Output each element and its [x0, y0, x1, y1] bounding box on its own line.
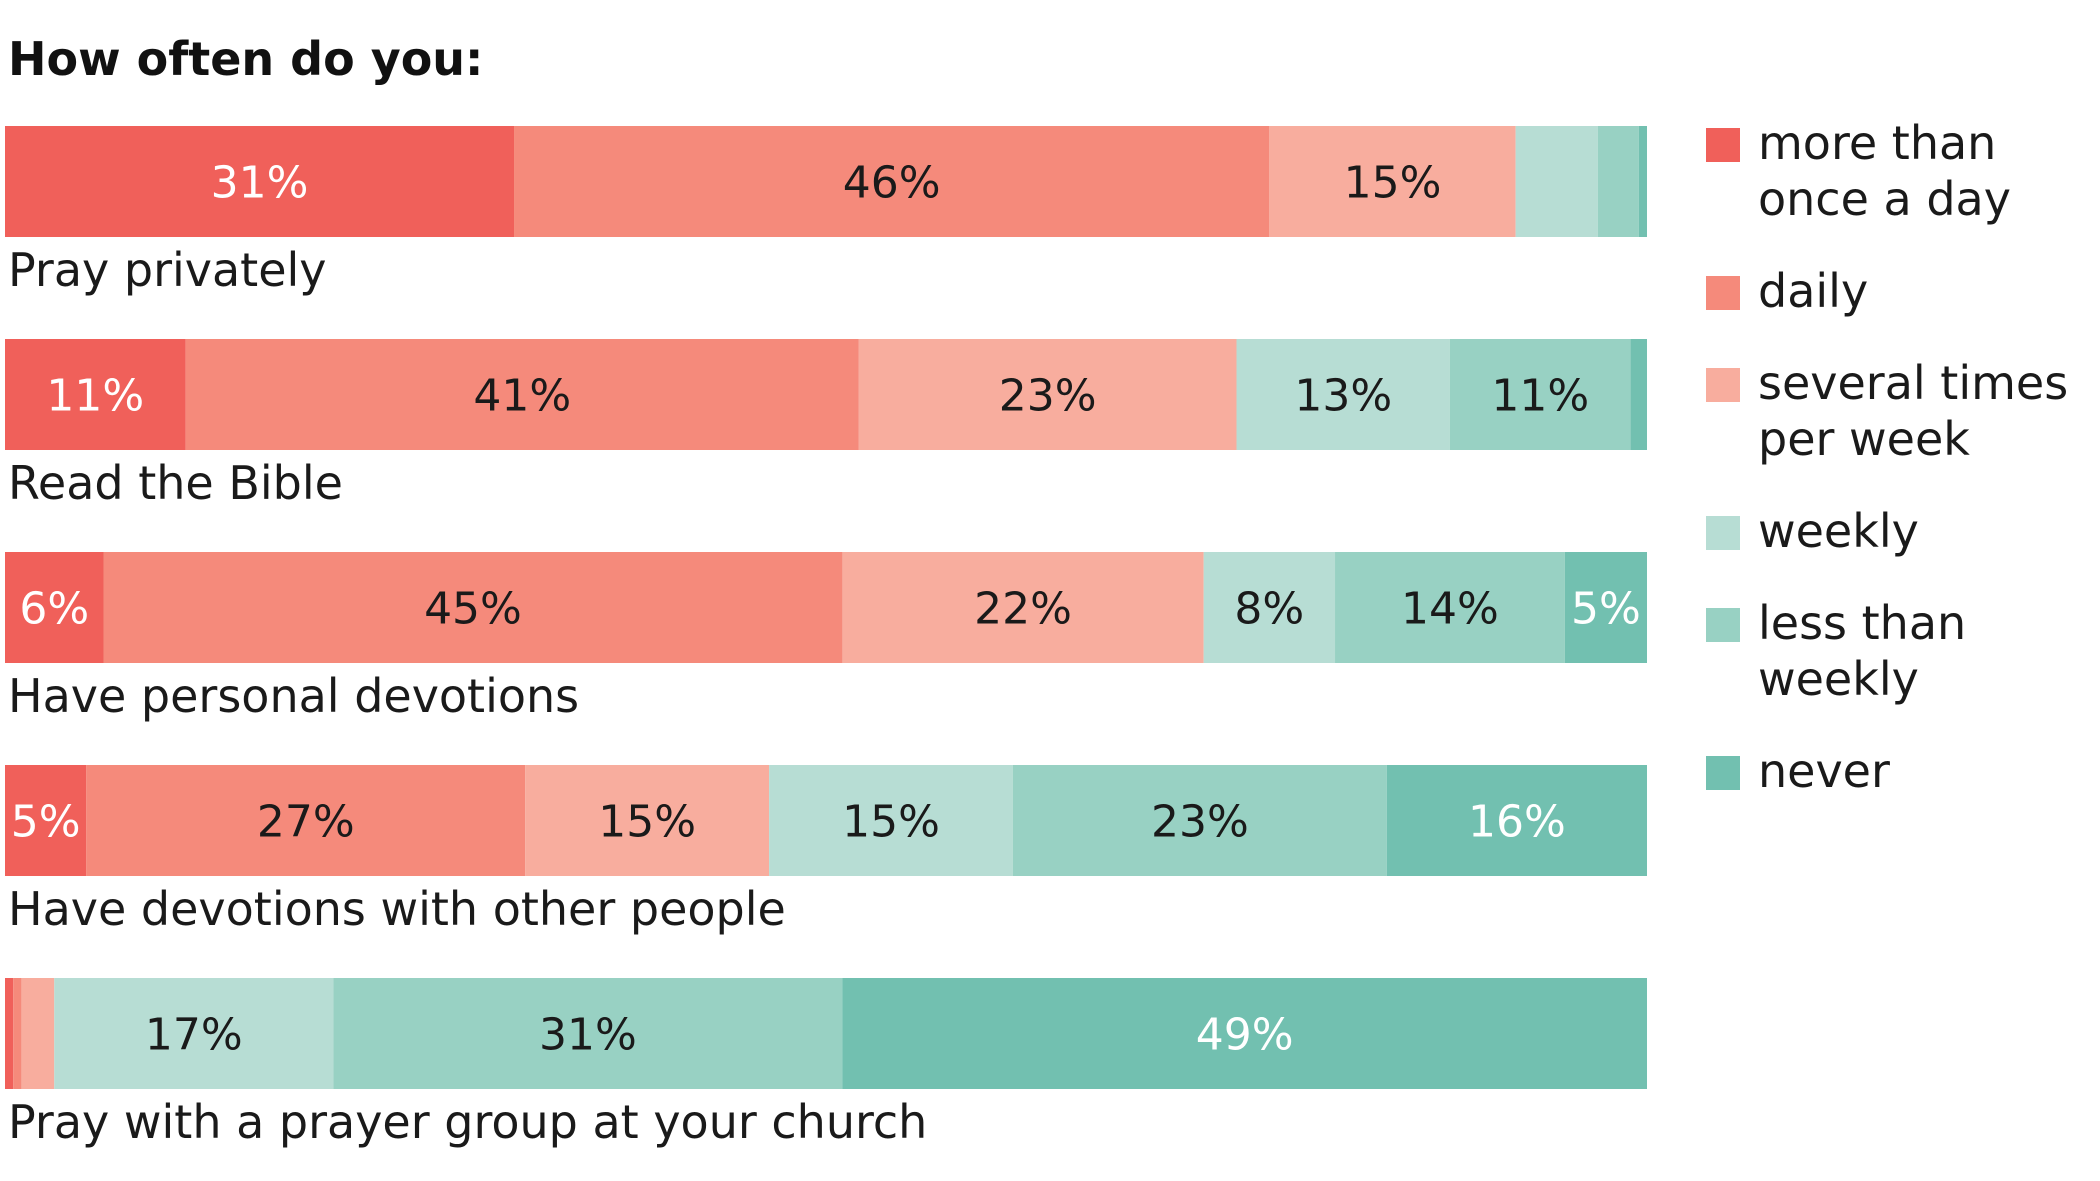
category-label-have-devotions-with-other-people: Have devotions with other people — [8, 882, 786, 936]
category-label-pray-with-a-prayer-group-at-your-church: Pray with a prayer group at your church — [8, 1095, 927, 1149]
legend-label-more-than-once-a-day: more than once a day — [1758, 116, 2011, 226]
data-label-have-personal-devotions-less-than-weekly: 14% — [1401, 584, 1499, 635]
data-label-have-devotions-with-other-people-more-than-once-a-day: 5% — [11, 797, 81, 848]
bar-pray-privately-less-than-weekly — [1597, 126, 1639, 237]
data-label-have-devotions-with-other-people-less-than-weekly: 23% — [1151, 797, 1249, 848]
data-label-have-personal-devotions-never: 5% — [1571, 584, 1641, 635]
data-label-read-the-bible-less-than-weekly: 11% — [1491, 371, 1589, 422]
bar-have-devotions-with-other-people-more-than-once-a-day — [5, 765, 87, 876]
legend-label-daily: daily — [1758, 264, 1868, 318]
bar-pray-with-a-prayer-group-at-your-church-weekly — [54, 978, 334, 1089]
bar-have-personal-devotions-never — [1564, 552, 1647, 663]
bar-read-the-bible-weekly — [1236, 339, 1450, 450]
bar-pray-privately-daily — [514, 126, 1270, 237]
category-label-have-personal-devotions: Have personal devotions — [8, 669, 579, 723]
legend-label-several-times-per-week: several times per week — [1758, 356, 2068, 466]
data-label-have-personal-devotions-weekly: 8% — [1234, 584, 1304, 635]
bar-have-personal-devotions-several-times-per-week — [842, 552, 1204, 663]
bar-have-personal-devotions-more-than-once-a-day — [5, 552, 104, 663]
bar-read-the-bible-less-than-weekly — [1449, 339, 1631, 450]
data-label-pray-with-a-prayer-group-at-your-church-less-than-weekly: 31% — [539, 1010, 637, 1061]
legend-label-less-than-weekly: less than weekly — [1758, 596, 1966, 706]
legend-swatch-weekly — [1706, 516, 1740, 550]
chart-title: How often do you: — [8, 32, 483, 86]
data-label-have-personal-devotions-daily: 45% — [424, 584, 522, 635]
bar-pray-privately-more-than-once-a-day — [5, 126, 515, 237]
data-label-pray-with-a-prayer-group-at-your-church-never: 49% — [1196, 1010, 1294, 1061]
legend-swatch-daily — [1706, 276, 1740, 310]
bar-pray-privately-several-times-per-week — [1269, 126, 1516, 237]
bar-have-devotions-with-other-people-less-than-weekly — [1012, 765, 1387, 876]
bar-pray-with-a-prayer-group-at-your-church-several-times-per-week — [21, 978, 55, 1089]
bar-pray-with-a-prayer-group-at-your-church-never — [842, 978, 1647, 1089]
data-label-read-the-bible-daily: 41% — [473, 371, 571, 422]
data-label-pray-privately-several-times-per-week: 15% — [1344, 158, 1442, 209]
data-label-have-personal-devotions-more-than-once-a-day: 6% — [19, 584, 89, 635]
bar-pray-with-a-prayer-group-at-your-church-daily — [13, 978, 22, 1089]
bar-have-personal-devotions-daily — [103, 552, 843, 663]
data-label-read-the-bible-weekly: 13% — [1294, 371, 1392, 422]
bar-have-devotions-with-other-people-never — [1386, 765, 1647, 876]
legend-swatch-less-than-weekly — [1706, 608, 1740, 642]
data-label-have-devotions-with-other-people-never: 16% — [1468, 797, 1566, 848]
bar-have-devotions-with-other-people-several-times-per-week — [525, 765, 770, 876]
bar-have-personal-devotions-weekly — [1203, 552, 1336, 663]
legend-swatch-more-than-once-a-day — [1706, 128, 1740, 162]
data-label-read-the-bible-several-times-per-week: 23% — [999, 371, 1097, 422]
bar-have-personal-devotions-less-than-weekly — [1335, 552, 1565, 663]
bar-pray-with-a-prayer-group-at-your-church-more-than-once-a-day — [5, 978, 14, 1089]
bars-group: 31% 46% 15% Pray privately 11% 41% 23% 13% 11% Re… — [5, 126, 1647, 1149]
bar-pray-privately-never — [1638, 126, 1647, 237]
data-label-have-personal-devotions-several-times-per-week: 22% — [974, 584, 1072, 635]
legend: more than once a day daily several times per… — [1706, 116, 2068, 798]
bar-pray-privately-weekly — [1515, 126, 1598, 237]
legend-swatch-never — [1706, 756, 1740, 790]
legend-label-weekly: weekly — [1758, 504, 1919, 558]
category-label-pray-privately: Pray privately — [8, 243, 327, 297]
data-label-have-devotions-with-other-people-several-times-per-week: 15% — [598, 797, 696, 848]
category-label-read-the-bible: Read the Bible — [8, 456, 343, 510]
data-label-pray-privately-daily: 46% — [843, 158, 941, 209]
legend-swatch-several-times-per-week — [1706, 368, 1740, 402]
data-label-have-devotions-with-other-people-daily: 27% — [257, 797, 355, 848]
bar-have-devotions-with-other-people-daily — [86, 765, 526, 876]
bar-have-devotions-with-other-people-weekly — [769, 765, 1013, 876]
bar-read-the-bible-several-times-per-week — [858, 339, 1237, 450]
bar-read-the-bible-never — [1630, 339, 1647, 450]
data-label-pray-privately-more-than-once-a-day: 31% — [211, 158, 309, 209]
bar-pray-with-a-prayer-group-at-your-church-less-than-weekly — [333, 978, 843, 1089]
bar-read-the-bible-more-than-once-a-day — [5, 339, 186, 450]
data-label-have-devotions-with-other-people-weekly: 15% — [842, 797, 940, 848]
legend-label-never: never — [1758, 744, 1890, 798]
data-label-pray-with-a-prayer-group-at-your-church-weekly: 17% — [145, 1010, 243, 1061]
data-label-read-the-bible-more-than-once-a-day: 11% — [46, 371, 144, 422]
bar-read-the-bible-daily — [185, 339, 859, 450]
